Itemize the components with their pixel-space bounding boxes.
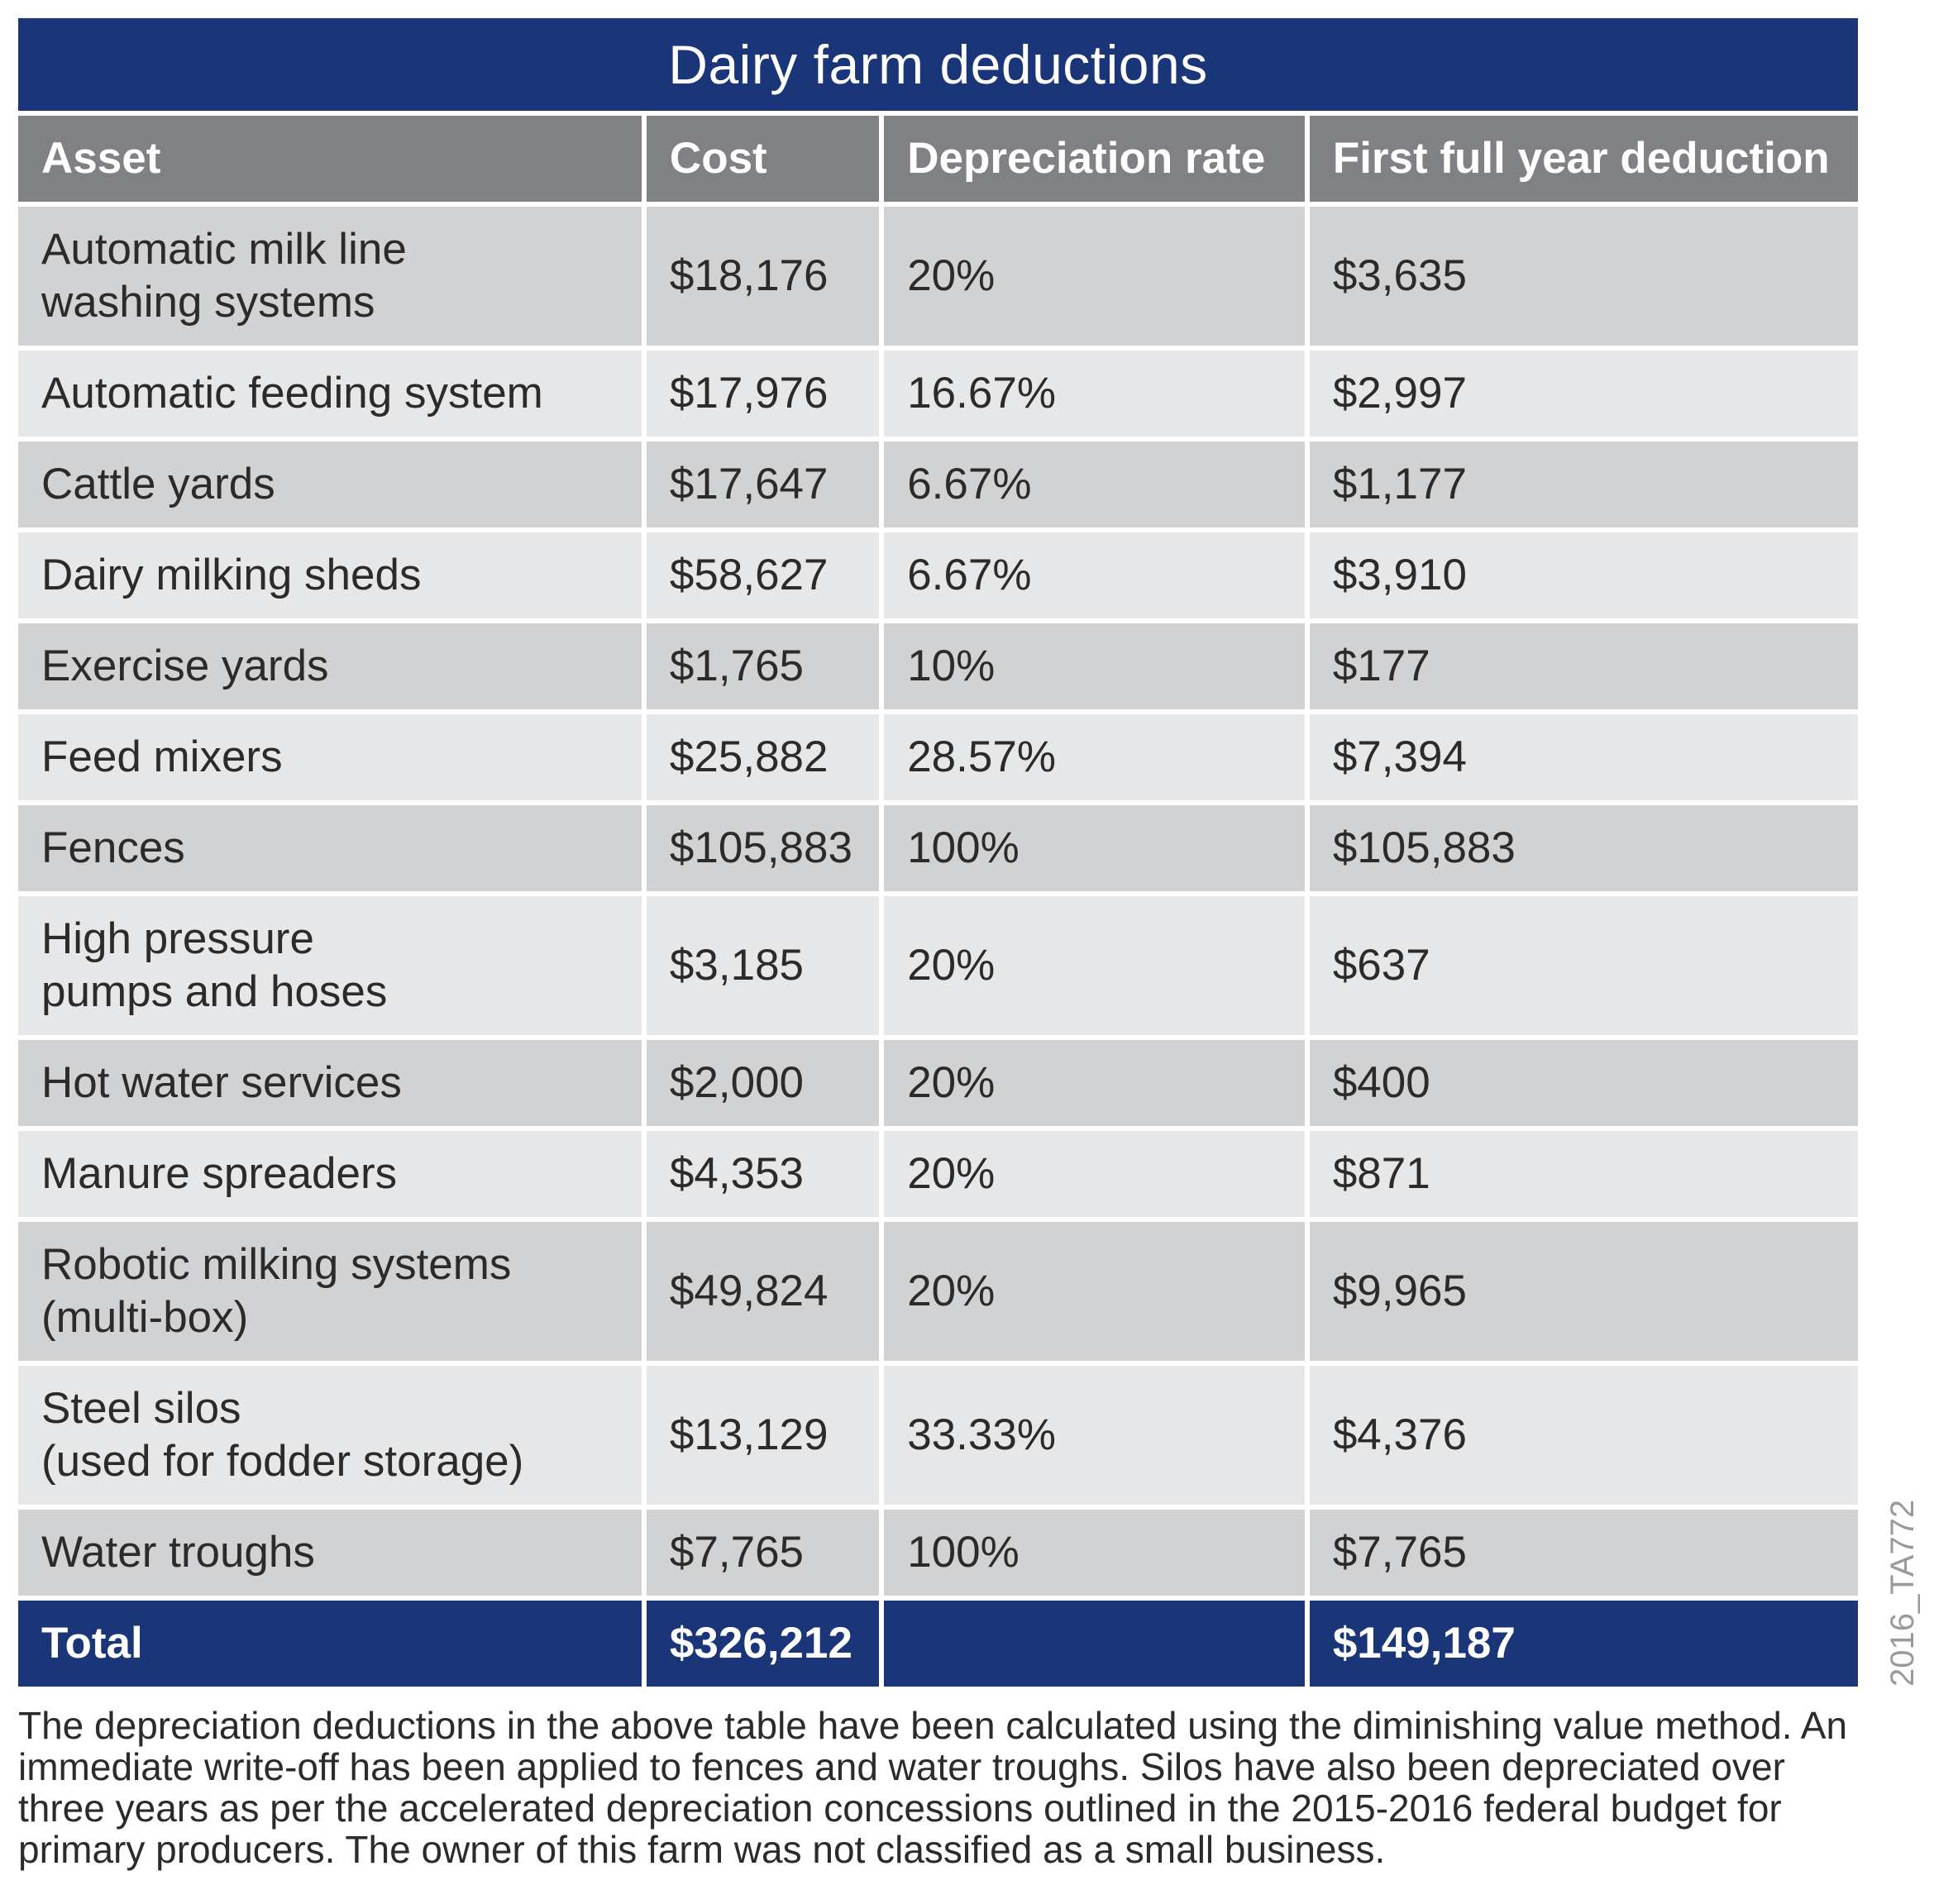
cell-cost: $58,627 [646, 532, 880, 618]
cell-rate: 6.67% [884, 532, 1305, 618]
table-row: Automatic milk line washing systems $18,1… [18, 207, 1859, 346]
cell-asset: Cattle yards [18, 441, 642, 527]
cell-deduction: $3,635 [1309, 207, 1859, 346]
cell-deduction: $105,883 [1309, 805, 1859, 891]
cell-deduction: $871 [1309, 1131, 1859, 1217]
table-body: Automatic milk line washing systems $18,1… [18, 207, 1859, 1596]
cell-cost: $3,185 [646, 896, 880, 1035]
cell-cost: $17,976 [646, 351, 880, 437]
table-row: Fences $105,883 100% $105,883 [18, 805, 1859, 891]
cell-cost: $4,353 [646, 1131, 880, 1217]
table-row: Water troughs $7,765 100% $7,765 [18, 1510, 1859, 1596]
cell-deduction: $3,910 [1309, 532, 1859, 618]
cell-deduction: $400 [1309, 1040, 1859, 1126]
cell-asset: Automatic feeding system [18, 351, 642, 437]
total-rate [884, 1601, 1305, 1687]
table-row: Cattle yards $17,647 6.67% $1,177 [18, 441, 1859, 527]
table-row: Robotic milking systems (multi-box) $49,8… [18, 1222, 1859, 1361]
table-row: Steel silos (used for fodder storage) $13… [18, 1366, 1859, 1505]
cell-rate: 20% [884, 207, 1305, 346]
total-deduction: $149,187 [1309, 1601, 1859, 1687]
header-cost: Cost [646, 116, 880, 202]
footnote: The depreciation deductions in the above… [18, 1704, 1848, 1871]
cell-rate: 100% [884, 805, 1305, 891]
cell-deduction: $7,394 [1309, 714, 1859, 800]
header-row: Asset Cost Depreciation rate First full … [18, 116, 1859, 202]
cell-asset: Automatic milk line washing systems [18, 207, 642, 346]
table-title: Dairy farm deductions [18, 18, 1858, 111]
cell-rate: 20% [884, 1040, 1305, 1126]
cell-deduction: $1,177 [1309, 441, 1859, 527]
cell-deduction: $7,765 [1309, 1510, 1859, 1596]
cell-rate: 20% [884, 1131, 1305, 1217]
table-row: Automatic feeding system $17,976 16.67% $2,… [18, 351, 1859, 437]
cell-cost: $17,647 [646, 441, 880, 527]
deductions-table: Dairy farm deductions Asset Cost Depreci… [18, 18, 1859, 1692]
table-row: Manure spreaders $4,353 20% $871 [18, 1131, 1859, 1217]
cell-rate: 6.67% [884, 441, 1305, 527]
table-row: Exercise yards $1,765 10% $177 [18, 623, 1859, 709]
cell-asset: Water troughs [18, 1510, 642, 1596]
total-row: Total $326,212 $149,187 [18, 1601, 1859, 1687]
cell-deduction: $9,965 [1309, 1222, 1859, 1361]
cell-deduction: $177 [1309, 623, 1859, 709]
figure-code: 2016_TA772 [1884, 1499, 1921, 1687]
cell-asset: Fences [18, 805, 642, 891]
cell-asset: Feed mixers [18, 714, 642, 800]
cell-rate: 20% [884, 1222, 1305, 1361]
table-row: Dairy milking sheds $58,627 6.67% $3,910 [18, 532, 1859, 618]
table-row: Hot water services $2,000 20% $400 [18, 1040, 1859, 1126]
cell-rate: 16.67% [884, 351, 1305, 437]
header-deduction: First full year deduction [1309, 116, 1859, 202]
cell-deduction: $637 [1309, 896, 1859, 1035]
header-asset: Asset [18, 116, 642, 202]
total-label: Total [18, 1601, 642, 1687]
cell-deduction: $4,376 [1309, 1366, 1859, 1505]
cell-rate: 20% [884, 896, 1305, 1035]
cell-cost: $2,000 [646, 1040, 880, 1126]
total-cost: $326,212 [646, 1601, 880, 1687]
cell-rate: 33.33% [884, 1366, 1305, 1505]
table-row: Feed mixers $25,882 28.57% $7,394 [18, 714, 1859, 800]
cell-deduction: $2,997 [1309, 351, 1859, 437]
cell-asset: Manure spreaders [18, 1131, 642, 1217]
cell-rate: 28.57% [884, 714, 1305, 800]
cell-cost: $25,882 [646, 714, 880, 800]
cell-asset: Dairy milking sheds [18, 532, 642, 618]
cell-asset: Robotic milking systems (multi-box) [18, 1222, 642, 1361]
cell-cost: $18,176 [646, 207, 880, 346]
table-row: High pressure pumps and hoses $3,185 20% $6… [18, 896, 1859, 1035]
cell-cost: $49,824 [646, 1222, 880, 1361]
cell-asset: Exercise yards [18, 623, 642, 709]
cell-rate: 100% [884, 1510, 1305, 1596]
cell-rate: 10% [884, 623, 1305, 709]
cell-cost: $105,883 [646, 805, 880, 891]
cell-cost: $7,765 [646, 1510, 880, 1596]
cell-cost: $1,765 [646, 623, 880, 709]
cell-cost: $13,129 [646, 1366, 880, 1505]
table-grid: Asset Cost Depreciation rate First full … [18, 116, 1859, 1687]
cell-asset: High pressure pumps and hoses [18, 896, 642, 1035]
header-rate: Depreciation rate [884, 116, 1305, 202]
cell-asset: Hot water services [18, 1040, 642, 1126]
cell-asset: Steel silos (used for fodder storage) [18, 1366, 642, 1505]
